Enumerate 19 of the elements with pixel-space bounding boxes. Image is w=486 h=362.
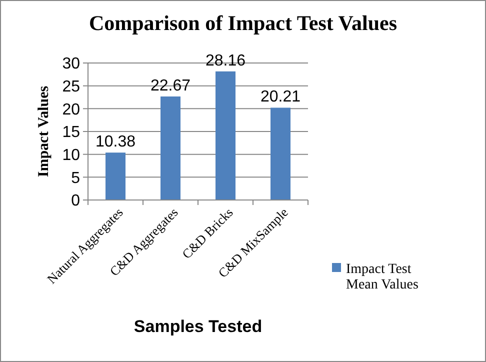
bar <box>106 152 126 200</box>
y-tick-label: 25 <box>62 78 80 96</box>
data-label: 22.67 <box>150 77 191 94</box>
data-label: 28.16 <box>205 52 246 70</box>
bar <box>216 71 236 200</box>
y-tick-label: 0 <box>71 192 80 210</box>
legend-label: Impact Test Mean Values <box>346 262 418 292</box>
bar <box>270 108 290 200</box>
y-tick-label: 5 <box>71 170 80 187</box>
y-tick-label: 10 <box>62 146 80 164</box>
chart-title: Comparison of Impact Test Values <box>88 11 398 35</box>
data-label: 20.21 <box>260 88 301 106</box>
y-tick-label: 20 <box>62 101 80 118</box>
bar <box>160 96 180 200</box>
y-axis-title: Impact Values <box>36 86 52 178</box>
y-tick-label: 30 <box>62 56 80 73</box>
data-label: 10.38 <box>95 134 136 151</box>
y-tick-label: 15 <box>62 124 80 142</box>
x-axis-title: Samples Tested <box>134 317 262 336</box>
